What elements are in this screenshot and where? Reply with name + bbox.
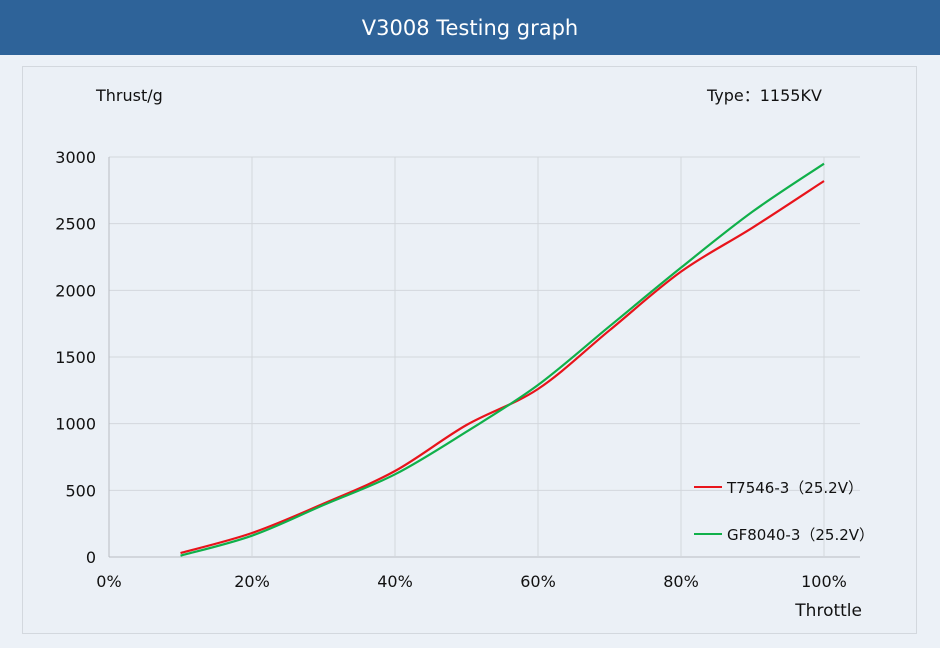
x-tick-label: 80%: [663, 572, 699, 591]
chart-title: V3008 Testing graph: [0, 0, 940, 55]
series-line-1: [180, 162, 825, 557]
legend-label: T7546-3（25.2V）: [726, 479, 863, 497]
x-tick-label: 20%: [234, 572, 270, 591]
type-annotation: Type：1155KV: [706, 86, 822, 105]
y-tick-label: 1000: [55, 415, 96, 434]
x-tick-label: 60%: [520, 572, 556, 591]
chart-panel: [22, 66, 917, 634]
x-axis-label: Throttle: [794, 601, 862, 621]
y-tick-label: 1500: [55, 348, 96, 367]
series-line-0: [180, 180, 825, 555]
y-axis-label: Thrust/g: [95, 86, 163, 105]
legend-label: GF8040-3（25.2V）: [727, 526, 874, 544]
y-tick-label: 0: [86, 548, 96, 567]
y-tick-label: 2000: [55, 281, 96, 300]
x-tick-label: 40%: [377, 572, 413, 591]
x-tick-label: 100%: [801, 572, 847, 591]
y-tick-label: 500: [65, 481, 96, 500]
x-tick-label: 0%: [96, 572, 121, 591]
y-tick-label: 3000: [55, 148, 96, 167]
y-tick-label: 2500: [55, 215, 96, 234]
